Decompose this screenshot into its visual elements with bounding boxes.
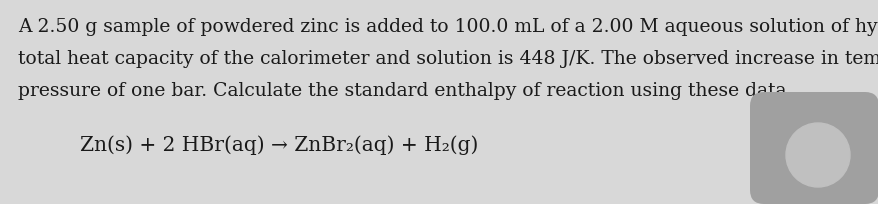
FancyBboxPatch shape <box>749 92 878 204</box>
Text: total heat capacity of the calorimeter and solution is 448 J/K. The observed inc: total heat capacity of the calorimeter a… <box>18 50 878 68</box>
Text: pressure of one bar. Calculate the standard enthalpy of reaction using these dat: pressure of one bar. Calculate the stand… <box>18 82 791 100</box>
Circle shape <box>785 123 849 187</box>
Text: A 2.50 g sample of powdered zinc is added to 100.0 mL of a 2.00 M aqueous soluti: A 2.50 g sample of powdered zinc is adde… <box>18 18 878 36</box>
Text: Zn(s) + 2 HBr(aq) → ZnBr₂(aq) + H₂(g): Zn(s) + 2 HBr(aq) → ZnBr₂(aq) + H₂(g) <box>80 135 478 155</box>
